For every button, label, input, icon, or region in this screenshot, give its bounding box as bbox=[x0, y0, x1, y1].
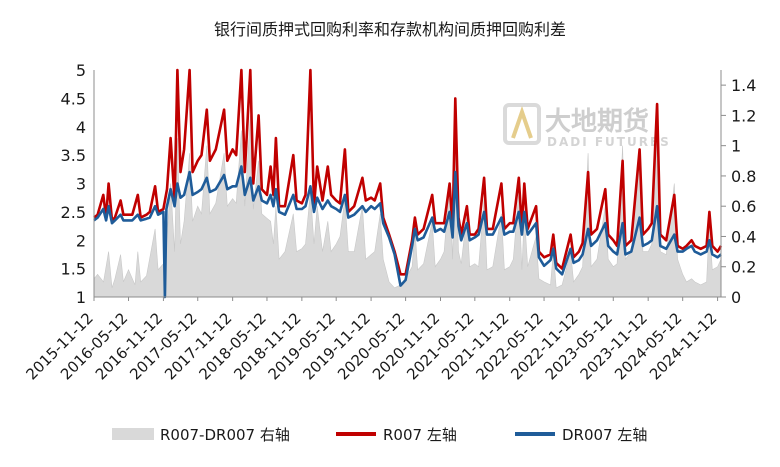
legend-swatch-spread bbox=[112, 428, 154, 440]
series-line-dr007 bbox=[93, 165, 722, 299]
y-right-tick-label: 0 bbox=[731, 288, 741, 307]
watermark-logo: 大地期货 DADI FUTURES bbox=[503, 103, 671, 149]
legend-label-dr007: DR007 左轴 bbox=[562, 426, 647, 444]
y-right-tick-label: 1 bbox=[731, 137, 741, 156]
y-left-tick-label: 4.5 bbox=[61, 89, 86, 108]
y-left-tick-label: 3 bbox=[76, 175, 86, 194]
legend-label-spread: R007-DR007 右轴 bbox=[160, 426, 290, 444]
legend: R007-DR007 右轴 R007 左轴 DR007 左轴 bbox=[112, 426, 647, 444]
y-left-tick-label: 5 bbox=[76, 61, 86, 80]
y-left-tick-label: 1 bbox=[76, 288, 86, 307]
legend-label-r007: R007 左轴 bbox=[383, 426, 457, 444]
rate-lines-layer bbox=[93, 68, 723, 299]
y-left-tick-label: 4 bbox=[76, 118, 86, 137]
watermark-mark-icon bbox=[503, 103, 541, 145]
y-left-tick-label: 2 bbox=[76, 231, 86, 250]
y-right-tick-label: 0.6 bbox=[731, 197, 756, 216]
y-right-tick-label: 1.4 bbox=[731, 76, 756, 95]
y-left-tick-label: 2.5 bbox=[61, 203, 86, 222]
chart-title: 银行间质押式回购利率和存款机构间质押回购利差 bbox=[214, 20, 566, 39]
y-left-tick-label: 3.5 bbox=[61, 146, 86, 165]
y-right-tick-label: 0.2 bbox=[731, 258, 756, 277]
y-right-tick-label: 1.2 bbox=[731, 106, 756, 125]
watermark-text: 大地期货 bbox=[545, 106, 649, 137]
y-right-tick-label: 0.4 bbox=[731, 227, 756, 246]
y-right-axis: 0 0.2 0.4 0.6 0.8 1 1.2 1.4 bbox=[721, 76, 756, 307]
y-right-tick-label: 0.8 bbox=[731, 167, 756, 186]
watermark-subtext: DADI FUTURES bbox=[547, 135, 671, 149]
y-left-axis: 1 1.5 2 2.5 3 3.5 4 4.5 5 bbox=[61, 61, 86, 307]
series-line-r007 bbox=[93, 68, 723, 276]
y-left-tick-label: 1.5 bbox=[61, 260, 86, 279]
